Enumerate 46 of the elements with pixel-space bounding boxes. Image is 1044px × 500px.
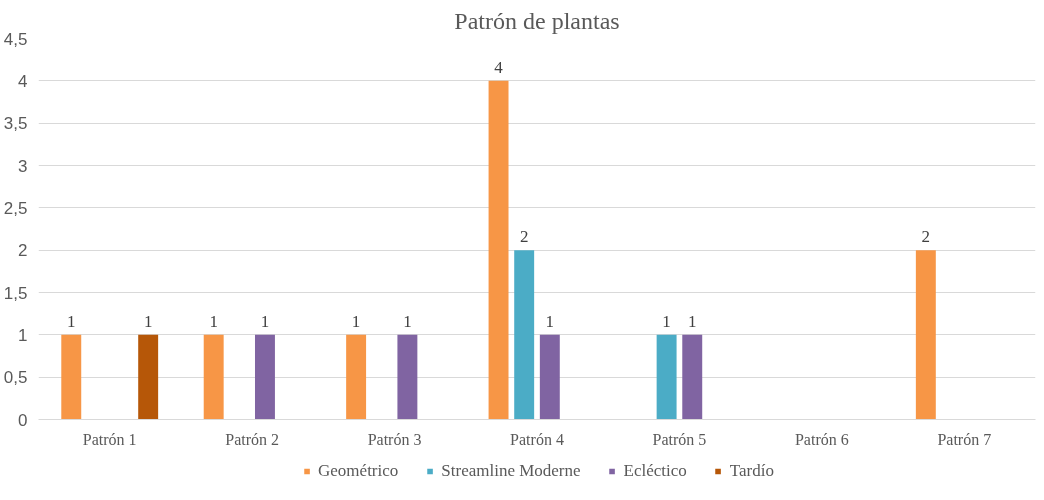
legend-label: Ecléctico <box>623 461 687 481</box>
y-tick-label: 4 <box>18 71 28 91</box>
data-label: 1 <box>67 311 76 331</box>
x-tick-label: Patrón 7 <box>937 430 992 448</box>
legend-label: Tardío <box>729 461 774 481</box>
bar <box>539 334 560 420</box>
data-label: 1 <box>545 311 555 331</box>
data-label: 1 <box>209 311 218 331</box>
x-tick-label: Patrón 5 <box>652 430 707 448</box>
x-tick-label: Patrón 2 <box>225 430 280 448</box>
data-label: 1 <box>403 311 412 331</box>
data-label: 1 <box>260 311 270 331</box>
data-label: 2 <box>921 227 931 247</box>
bar <box>397 334 418 420</box>
y-tick-label: 3 <box>18 156 28 176</box>
x-tick-label: Patrón 3 <box>367 430 422 448</box>
y-tick-label: 1 <box>18 325 28 345</box>
bar <box>203 334 224 420</box>
data-label: 1 <box>688 311 697 331</box>
legend-label: Geométrico <box>318 461 399 481</box>
bar <box>488 80 509 420</box>
y-tick-label: 3,5 <box>3 114 28 134</box>
y-tick-label: 0 <box>18 410 28 430</box>
data-label: 2 <box>519 227 529 247</box>
y-tick-label: 0,5 <box>3 368 28 388</box>
legend-label: Streamline Moderne <box>441 461 581 481</box>
bar <box>682 334 703 420</box>
y-tick-label: 2,5 <box>3 198 28 218</box>
data-label: 1 <box>351 311 361 331</box>
x-tick-label: Patrón 6 <box>794 430 849 448</box>
bar <box>138 334 159 420</box>
data-label: 4 <box>494 57 504 77</box>
bar <box>61 334 82 420</box>
x-tick-label: Patrón 1 <box>82 430 137 448</box>
y-tick-label: 1,5 <box>3 283 28 303</box>
bar <box>346 334 367 420</box>
bar <box>915 250 936 420</box>
data-label: 1 <box>662 311 671 331</box>
data-label: 1 <box>143 311 153 331</box>
y-tick-label: 2 <box>18 241 28 261</box>
bar <box>254 334 275 420</box>
y-tick-label: 4,5 <box>3 29 28 49</box>
chart-title: Patrón de plantas <box>454 7 620 34</box>
bar <box>514 250 535 420</box>
bar <box>656 334 677 420</box>
x-tick-label: Patrón 4 <box>510 430 564 448</box>
